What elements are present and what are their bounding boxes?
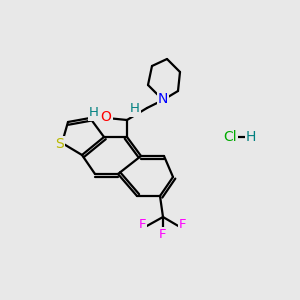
Text: H: H <box>130 103 140 116</box>
Text: F: F <box>159 229 167 242</box>
Text: N: N <box>158 92 168 106</box>
Text: S: S <box>56 137 64 151</box>
Text: H: H <box>246 130 256 144</box>
Text: O: O <box>100 110 111 124</box>
Text: F: F <box>138 218 146 232</box>
Text: H: H <box>89 106 99 119</box>
Text: Cl: Cl <box>223 130 237 144</box>
Text: F: F <box>179 218 187 232</box>
